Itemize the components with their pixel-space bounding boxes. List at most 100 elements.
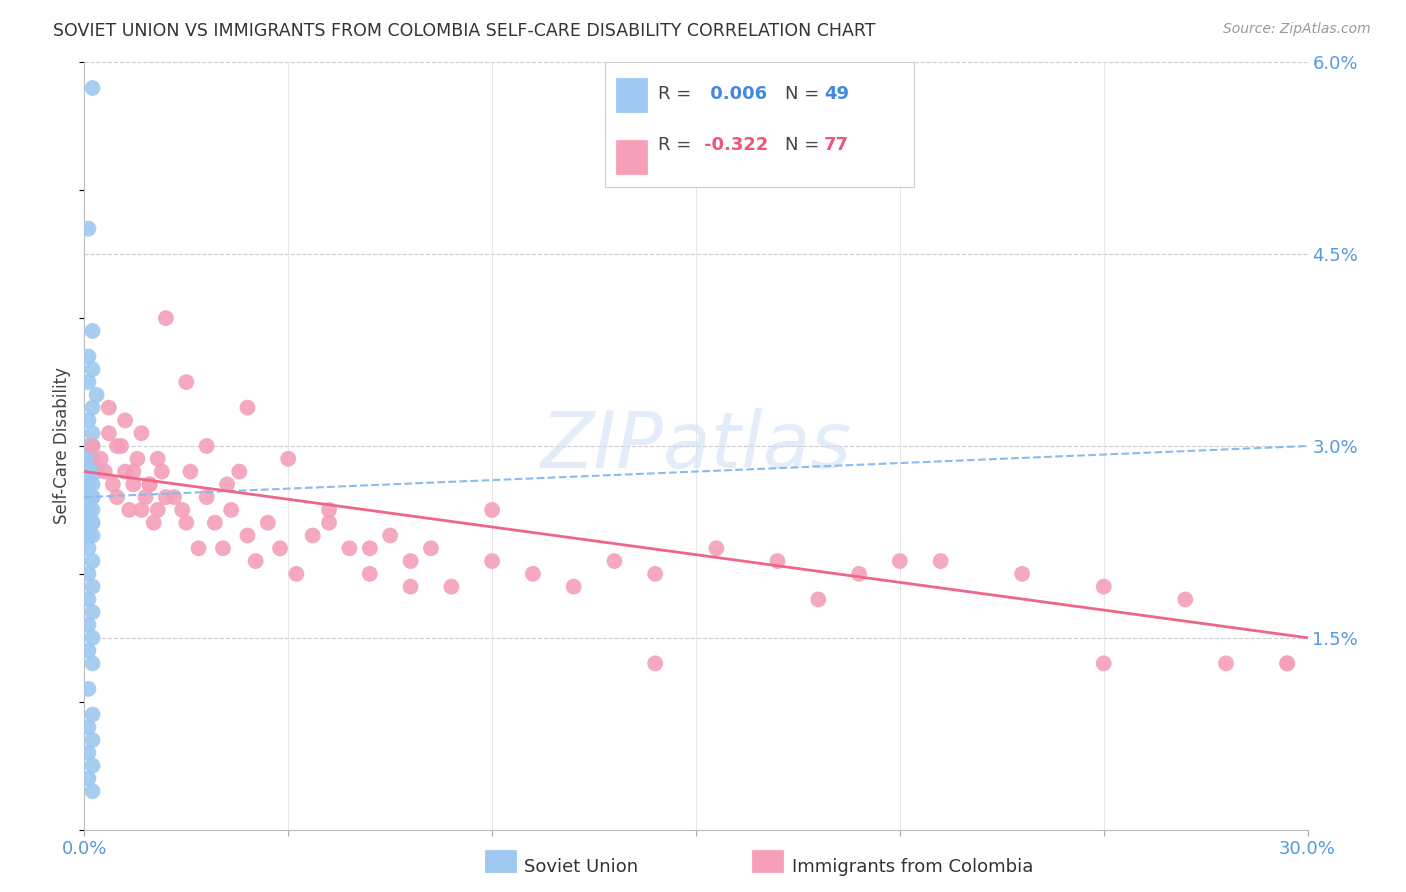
Point [82, 401, 104, 415]
Point [77, 375, 100, 389]
Point [155, 311, 177, 326]
Point [481, 554, 503, 568]
Point [82, 554, 104, 568]
Point [93, 465, 115, 479]
Point [110, 439, 132, 453]
Point [114, 465, 136, 479]
Point [172, 503, 194, 517]
Point [142, 516, 165, 530]
Point [217, 477, 239, 491]
Point [889, 554, 911, 568]
Point [603, 554, 626, 568]
Point [118, 503, 141, 517]
Text: ZIPatlas: ZIPatlas [540, 408, 852, 484]
Point [82, 605, 104, 619]
Point [82, 516, 104, 530]
Point [155, 490, 177, 504]
Point [82, 324, 104, 338]
Point [82, 503, 104, 517]
Point [195, 439, 218, 453]
Point [97, 426, 120, 441]
Point [82, 426, 104, 441]
Point [848, 566, 870, 581]
Point [77, 413, 100, 427]
Point [82, 580, 104, 594]
Point [163, 490, 186, 504]
Point [127, 451, 149, 466]
Point [138, 477, 160, 491]
Point [82, 477, 104, 491]
Point [77, 772, 100, 786]
Point [82, 733, 104, 747]
Y-axis label: Self-Care Disability: Self-Care Disability [53, 368, 72, 524]
Point [77, 681, 100, 696]
Text: SOVIET UNION VS IMMIGRANTS FROM COLOMBIA SELF-CARE DISABILITY CORRELATION CHART: SOVIET UNION VS IMMIGRANTS FROM COLOMBIA… [53, 22, 876, 40]
Point [90, 451, 112, 466]
Point [766, 554, 789, 568]
Point [318, 503, 340, 517]
Point [86, 465, 108, 479]
Text: 49: 49 [824, 85, 849, 103]
Point [1277, 657, 1299, 671]
Point [1011, 566, 1033, 581]
Point [301, 528, 323, 542]
Point [82, 758, 104, 772]
Text: 77: 77 [824, 136, 849, 153]
Text: N =: N = [785, 136, 824, 153]
Point [77, 618, 100, 632]
Point [82, 439, 104, 453]
Point [77, 490, 100, 504]
Point [82, 81, 104, 95]
Point [105, 490, 128, 504]
Point [131, 503, 153, 517]
Point [82, 631, 104, 645]
Text: -0.322: -0.322 [704, 136, 769, 153]
Point [105, 439, 128, 453]
Point [135, 490, 157, 504]
Point [1215, 657, 1237, 671]
Point [101, 477, 124, 491]
Point [195, 490, 218, 504]
Point [77, 592, 100, 607]
Point [399, 580, 422, 594]
Point [236, 528, 259, 542]
Point [82, 516, 104, 530]
Point [138, 477, 160, 491]
Point [77, 503, 100, 517]
Point [82, 528, 104, 542]
Point [86, 388, 108, 402]
Point [807, 592, 830, 607]
Point [420, 541, 443, 556]
Point [77, 477, 100, 491]
Point [146, 503, 169, 517]
Point [82, 490, 104, 504]
Point [562, 580, 585, 594]
Text: N =: N = [785, 85, 824, 103]
Point [150, 465, 173, 479]
Point [212, 541, 235, 556]
Point [359, 566, 381, 581]
Point [97, 401, 120, 415]
Point [77, 746, 100, 760]
Text: Soviet Union: Soviet Union [524, 858, 638, 876]
Point [245, 554, 267, 568]
Text: Immigrants from Colombia: Immigrants from Colombia [792, 858, 1033, 876]
Point [929, 554, 952, 568]
Point [380, 528, 402, 542]
Point [219, 503, 242, 517]
Point [174, 375, 197, 389]
Point [131, 426, 153, 441]
Point [440, 580, 463, 594]
Point [1174, 592, 1197, 607]
Point [257, 516, 280, 530]
Point [77, 528, 100, 542]
Point [1092, 657, 1115, 671]
Point [82, 490, 104, 504]
Point [82, 657, 104, 671]
Point [277, 451, 299, 466]
Point [269, 541, 291, 556]
Point [481, 503, 503, 517]
Point [77, 643, 100, 657]
Point [82, 451, 104, 466]
Point [82, 784, 104, 798]
